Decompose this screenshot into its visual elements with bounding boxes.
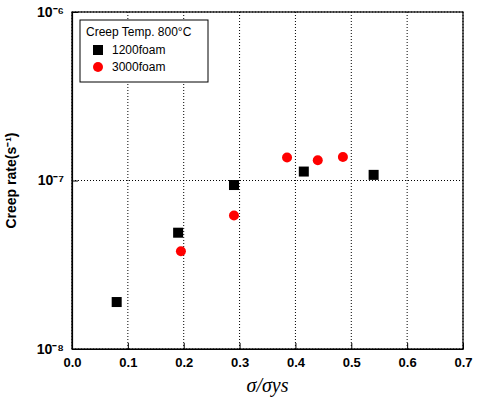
- x-tick-mark: [407, 343, 408, 349]
- frame: [72, 12, 463, 349]
- grid-line: [239, 12, 240, 349]
- point: [282, 152, 292, 162]
- series: [112, 167, 379, 307]
- x-tick-mark: [295, 343, 296, 349]
- y-tick: 10⁻⁷: [38, 172, 78, 188]
- x-tick-mark: [184, 343, 185, 349]
- x-axis-line: [73, 349, 464, 350]
- y-tick-label: 10⁻⁷: [38, 172, 65, 188]
- point: [313, 155, 323, 165]
- x-tick: 0.7: [454, 343, 472, 370]
- x-tick-mark: [463, 343, 464, 349]
- y-tick-label: 10⁻⁶: [37, 4, 64, 20]
- point: [299, 167, 309, 177]
- x-tick-mark: [240, 343, 241, 349]
- y-tick-mark: [72, 181, 78, 182]
- x-tick: 0.3: [231, 343, 249, 370]
- grid-line: [295, 12, 296, 349]
- y-tick-label: 10⁻⁸: [37, 341, 64, 357]
- x-tick-label: 0.5: [343, 355, 361, 370]
- x-axis-title: σ/σys: [247, 374, 289, 397]
- x-tick: 0.6: [399, 343, 417, 370]
- y-tick-mark: [72, 349, 78, 350]
- x-tick-label: 0.3: [231, 355, 249, 370]
- x-tick-mark: [128, 343, 129, 349]
- plot: 0.0 0.1 0.2 0.3 0.4 0.5 0.6 0.7 10⁻⁸ 10⁻⁷ 10⁻⁶ Cree…: [37, 4, 473, 370]
- x-tick-label: 0.2: [175, 355, 193, 370]
- x-tick: 0.1: [119, 343, 137, 370]
- x-tick-label: 0.1: [119, 355, 137, 370]
- legend-marker: [93, 45, 103, 55]
- grid-line: [407, 12, 408, 349]
- point: [229, 180, 239, 190]
- point: [176, 246, 186, 256]
- x-tick-mark: [351, 343, 352, 349]
- y-axis: 10⁻⁸ 10⁻⁷ 10⁻⁶: [37, 4, 78, 357]
- y-tick: 10⁻⁸: [37, 341, 78, 357]
- x-tick: 0.4: [287, 343, 306, 370]
- point: [229, 210, 239, 220]
- chart: 0.0 0.1 0.2 0.3 0.4 0.5 0.6 0.7 10⁻⁸ 10⁻⁷ 10⁻⁶ Cree…: [0, 0, 487, 402]
- point: [369, 170, 379, 180]
- legend-box: [80, 20, 208, 82]
- point: [338, 152, 348, 162]
- point: [112, 297, 122, 307]
- x-tick-label: 0.4: [287, 355, 306, 370]
- y-tick: 10⁻⁶: [37, 4, 78, 20]
- y-tick-mark: [72, 12, 78, 13]
- x-tick-label: 0.6: [399, 355, 417, 370]
- legend-title: Creep Temp. 800°C: [86, 25, 192, 39]
- grid: [72, 12, 463, 349]
- legend-marker: [93, 62, 103, 72]
- legend-label: 1200foam: [112, 43, 165, 57]
- grid-line: [72, 180, 463, 181]
- x-tick: 0.2: [175, 343, 193, 370]
- data-points: [112, 152, 379, 307]
- y-axis-title: Creep rate(s⁻¹): [3, 132, 19, 228]
- point: [173, 228, 183, 238]
- x-tick-label: 0.0: [63, 355, 81, 370]
- x-axis: 0.0 0.1 0.2 0.3 0.4 0.5 0.6 0.7: [63, 343, 472, 370]
- legend-label: 3000foam: [112, 60, 165, 74]
- legend: Creep Temp. 800°C 1200foam 3000foam: [80, 20, 208, 82]
- x-tick: 0.5: [343, 343, 361, 370]
- series: [176, 152, 348, 256]
- x-tick-label: 0.7: [454, 355, 472, 370]
